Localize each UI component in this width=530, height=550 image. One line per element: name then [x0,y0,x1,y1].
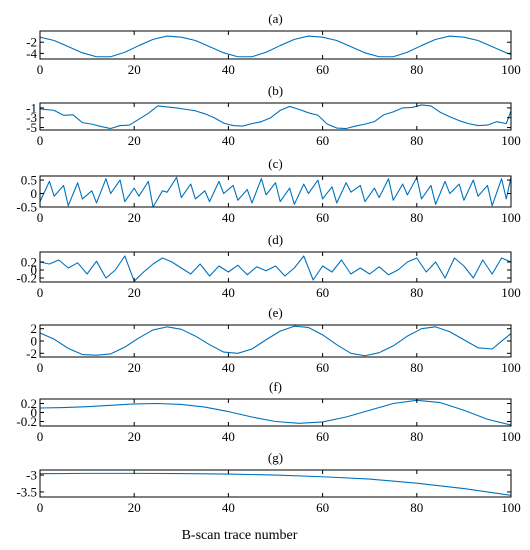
x-tick-label: 60 [316,285,329,300]
x-tick-label: 100 [501,429,521,444]
subplot-g: (g) 0 20 40 60 80 100 -3-3.5 [16,450,520,515]
axes-frame [39,251,512,283]
subplot-b: (b) 0 20 40 60 80 100 -1-3-5 [26,83,521,148]
axes-frame [39,469,512,498]
x-tick-label: 60 [316,429,329,444]
x-axis-label: B-scan trace number [182,528,298,543]
x-tick-label: 0 [37,429,44,444]
x-tick-label: 60 [316,62,329,77]
y-tick-label: 0 [31,334,38,349]
y-tick-label: -1 [26,100,37,115]
x-tick-label: 100 [501,360,521,375]
x-tick-label: 0 [37,360,44,375]
x-tick-label: 80 [410,133,423,148]
y-tick-label: -3 [26,468,37,483]
y-tick-label: -3 [26,110,37,125]
y-tick-label: -4 [26,46,37,61]
y-tick-label: 0.2 [21,396,37,411]
subplot-a: (a) 0 20 40 60 80 100 -2-4 [26,11,521,77]
x-tick-label: 0 [37,133,44,148]
x-tick-label: 20 [128,285,141,300]
y-tick-label: 0.5 [21,173,37,188]
series-line-f-0 [40,399,511,426]
y-tick-label: 0 [31,263,38,278]
series-line-d-0 [40,255,511,282]
y-tick-label: -3.5 [16,484,37,499]
axes-frame [39,175,512,208]
x-tick-label: 20 [128,429,141,444]
series-line-b-0 [40,104,511,130]
x-tick-label: 20 [128,500,141,515]
subplot-stack: (a)0 20 40 60 80 100-2-4(b)0 20 40 60 80 100-1-3-5… [16,11,520,515]
x-tick-label: 40 [222,62,235,77]
y-tick-label: 0.2 [21,255,37,270]
x-tick-label: 60 [316,500,329,515]
y-tick-label: -2 [26,346,37,361]
subplot-title: (d) [268,232,283,247]
x-tick-label: 100 [501,62,521,77]
subplot-title: (e) [268,305,282,320]
series-line-e-0 [40,325,511,357]
y-tick-label: -2 [26,35,37,50]
y-tick-label: 2 [31,321,38,336]
x-tick-label: 40 [222,133,235,148]
subplot-title: (a) [268,11,282,26]
series-line-a-0 [40,35,511,58]
x-tick-label: 80 [410,285,423,300]
y-tick-label: 0 [31,186,38,201]
x-tick-label: 0 [37,62,44,77]
y-tick-label: -0.2 [16,271,37,286]
series-line-g-0 [40,472,511,496]
x-tick-label: 80 [410,500,423,515]
x-tick-label: 80 [410,62,423,77]
y-tick-label: -0.2 [16,414,37,429]
x-tick-label: 40 [222,210,235,225]
x-tick-label: 0 [37,500,44,515]
y-tick-label: -5 [26,120,37,135]
x-tick-label: 20 [128,62,141,77]
axes-frame [39,324,512,358]
x-tick-label: 80 [410,429,423,444]
subplot-title: (b) [268,83,283,98]
x-tick-label: 100 [501,133,521,148]
x-tick-label: 60 [316,210,329,225]
x-tick-label: 0 [37,285,44,300]
x-tick-label: 40 [222,285,235,300]
subplot-title: (g) [268,450,283,465]
y-tick-label: -0.5 [16,200,37,215]
x-tick-label: 80 [410,360,423,375]
x-tick-label: 20 [128,210,141,225]
series-line-c-0 [40,176,511,207]
axes-frame [39,30,512,60]
x-tick-label: 20 [128,133,141,148]
subplot-title: (c) [268,156,282,171]
axes-frame [39,102,512,131]
x-tick-label: 60 [316,360,329,375]
x-tick-label: 0 [37,210,44,225]
x-tick-label: 60 [316,133,329,148]
x-tick-label: 20 [128,360,141,375]
y-tick-label: 0 [31,405,38,420]
x-tick-label: 100 [501,210,521,225]
x-tick-label: 100 [501,285,521,300]
x-tick-label: 40 [222,360,235,375]
x-tick-label: 100 [501,500,521,515]
x-tick-label: 40 [222,429,235,444]
x-tick-label: 40 [222,500,235,515]
subplot-title: (f) [269,379,282,394]
x-tick-label: 80 [410,210,423,225]
subplot-d: (d) 0 20 40 60 80 100 0.20-0.2 [16,232,520,300]
